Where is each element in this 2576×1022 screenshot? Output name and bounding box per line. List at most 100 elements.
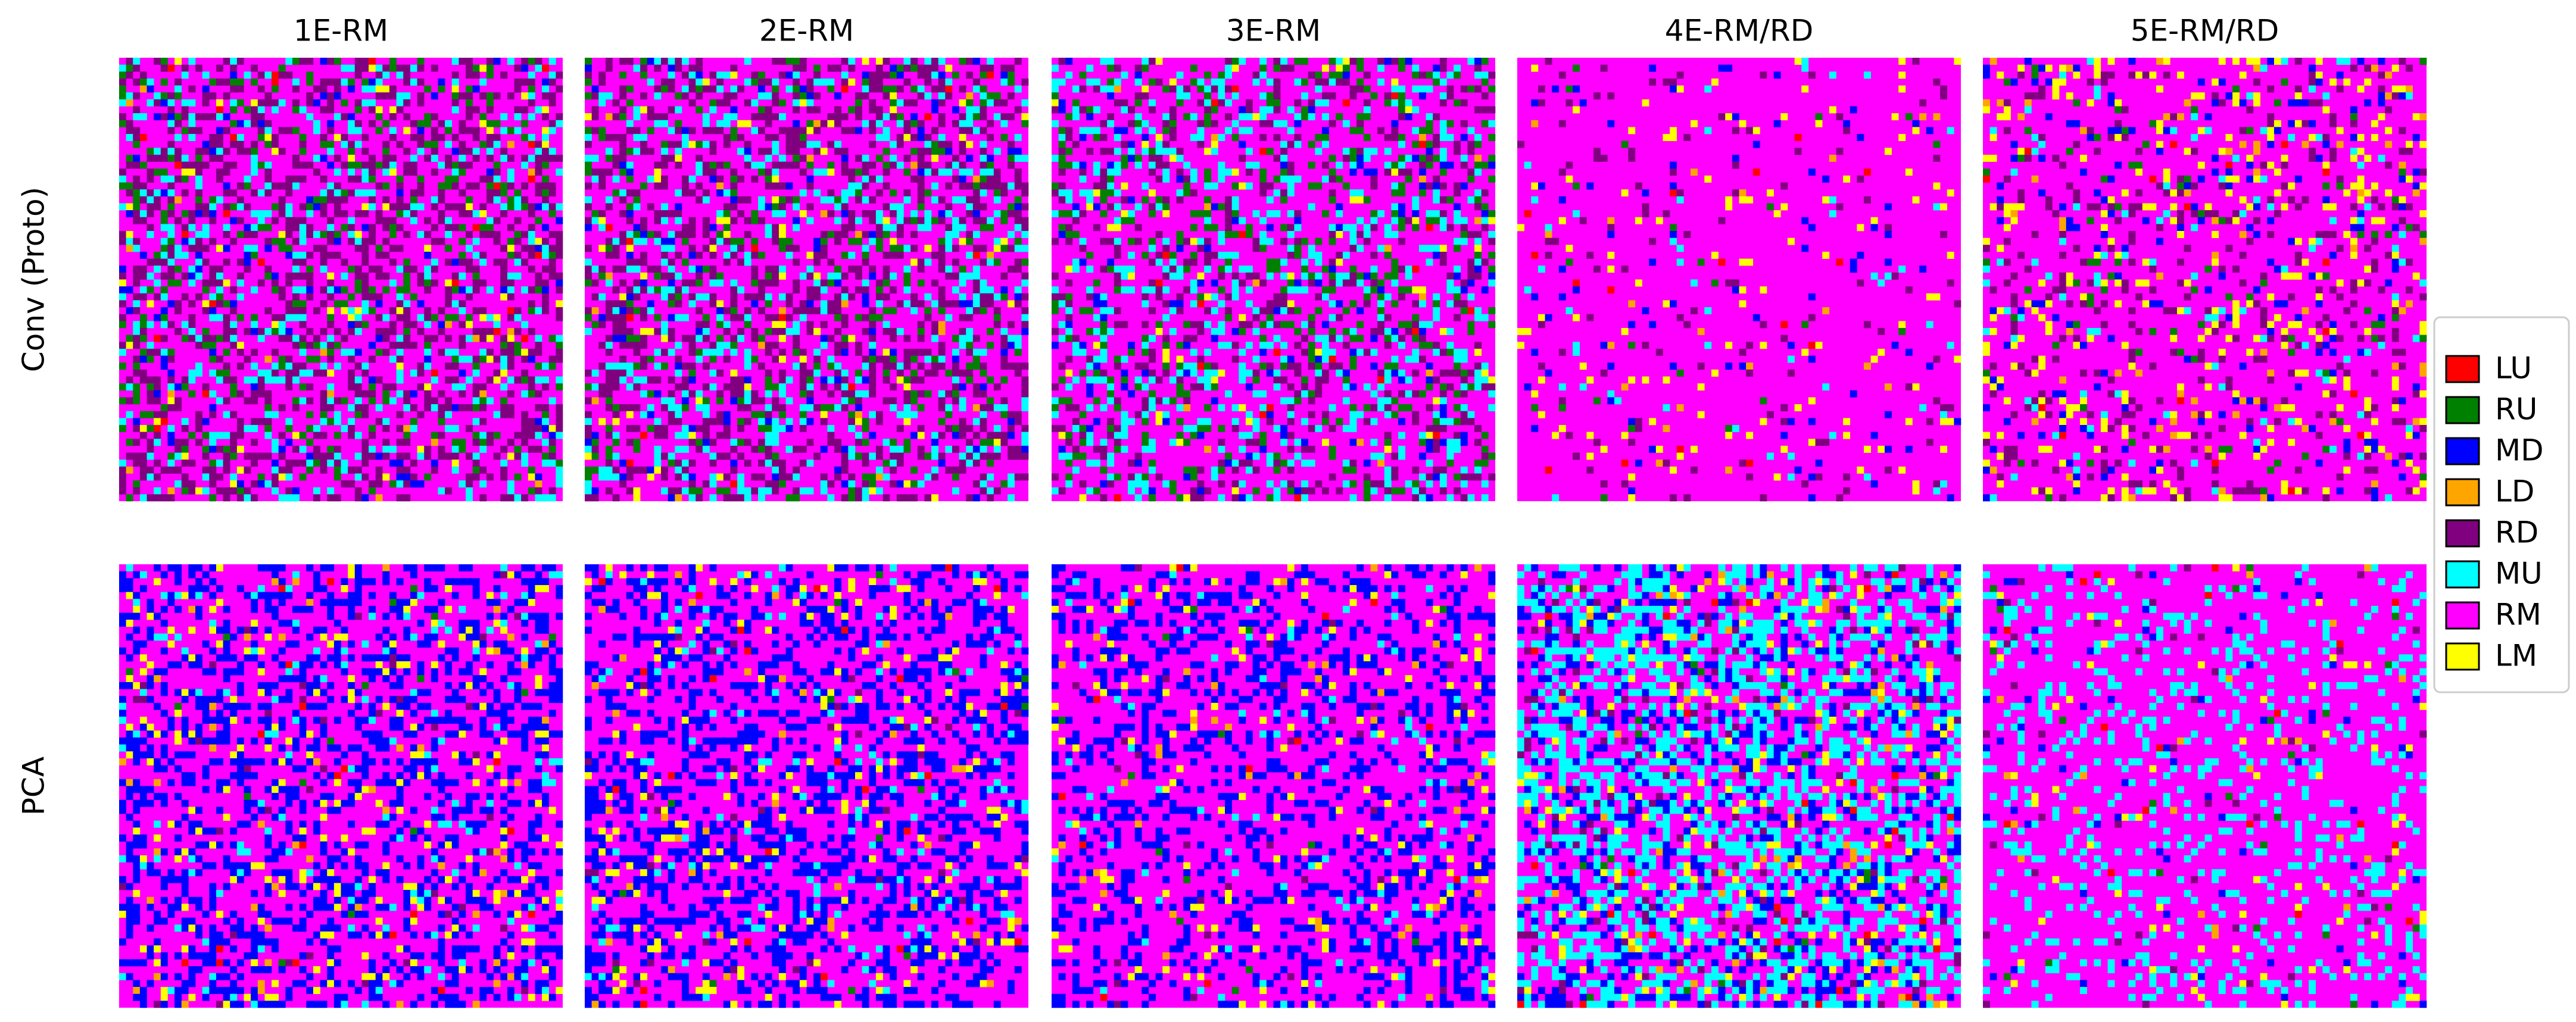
cell (500, 203, 508, 211)
cell (813, 251, 821, 259)
cell (299, 286, 307, 294)
cell (1391, 217, 1399, 224)
cell (633, 445, 641, 453)
cell (675, 154, 682, 162)
cell (292, 335, 300, 342)
cell (966, 251, 974, 259)
cell (827, 189, 835, 197)
cell (1467, 258, 1475, 266)
cell (251, 480, 258, 488)
cell (778, 272, 786, 280)
cell (1398, 286, 1405, 294)
cell (417, 383, 425, 391)
cell (396, 196, 404, 204)
cell (202, 418, 210, 426)
cell (160, 58, 168, 65)
cell (431, 203, 438, 211)
cell (1000, 432, 1008, 439)
cell (278, 355, 286, 363)
cell (1008, 92, 1015, 100)
cell (1259, 189, 1267, 197)
cell (160, 168, 168, 176)
cell (403, 231, 411, 238)
cell (272, 411, 279, 418)
cell (696, 445, 703, 453)
cell (1204, 258, 1212, 266)
cell (959, 175, 966, 183)
cell (160, 362, 168, 370)
cell (626, 251, 634, 259)
cell (688, 189, 696, 197)
cell (223, 321, 230, 329)
cell (688, 432, 696, 439)
cell (486, 92, 494, 100)
cell (403, 127, 411, 135)
cell (1197, 78, 1205, 86)
cell (146, 466, 154, 474)
cell (1356, 189, 1364, 197)
cell (1426, 148, 1433, 155)
cell (806, 265, 814, 273)
cell (758, 307, 765, 314)
cell (980, 411, 987, 418)
cell (598, 383, 606, 391)
cell (1086, 113, 1094, 121)
cell (431, 432, 438, 439)
cell (1021, 314, 1029, 321)
cell (993, 182, 1001, 190)
cell (327, 418, 335, 426)
cell (799, 460, 807, 467)
cell (396, 286, 404, 294)
cell (730, 439, 738, 446)
cell (146, 452, 154, 460)
cell (1162, 113, 1170, 121)
cell (472, 134, 480, 141)
cell (514, 494, 522, 502)
cell (236, 348, 244, 356)
cell (257, 85, 265, 93)
cell (126, 397, 133, 405)
cell (542, 224, 550, 232)
cell (1454, 71, 1461, 79)
cell (765, 120, 772, 127)
cell (945, 224, 953, 232)
cell (765, 418, 772, 426)
cell (466, 161, 473, 169)
cell (306, 161, 314, 169)
cell (910, 175, 918, 183)
cell (181, 424, 189, 432)
cell (896, 376, 904, 384)
cell (244, 327, 251, 335)
cell (848, 487, 856, 495)
cell (1370, 272, 1378, 280)
cell (647, 203, 654, 211)
cell (202, 445, 210, 453)
cell (313, 335, 320, 342)
cell (1231, 272, 1239, 280)
cell (528, 85, 535, 93)
cell (466, 480, 473, 488)
cell (1252, 113, 1260, 121)
cell (785, 58, 793, 65)
cell (952, 120, 959, 127)
cell (320, 404, 328, 411)
cell (813, 327, 821, 335)
cell (1134, 237, 1142, 245)
cell (451, 424, 459, 432)
cell (1349, 168, 1357, 176)
cell (959, 168, 966, 176)
cell (209, 342, 217, 349)
cell (619, 307, 627, 314)
cell (209, 134, 217, 141)
cell (890, 404, 897, 411)
cell (354, 210, 362, 218)
cell (896, 210, 904, 218)
cell (292, 300, 300, 308)
cell (119, 231, 126, 238)
cell (424, 355, 432, 363)
cell (278, 293, 286, 301)
cell (910, 397, 918, 405)
cell (1000, 113, 1008, 121)
cell (612, 452, 620, 460)
cell (133, 210, 141, 218)
